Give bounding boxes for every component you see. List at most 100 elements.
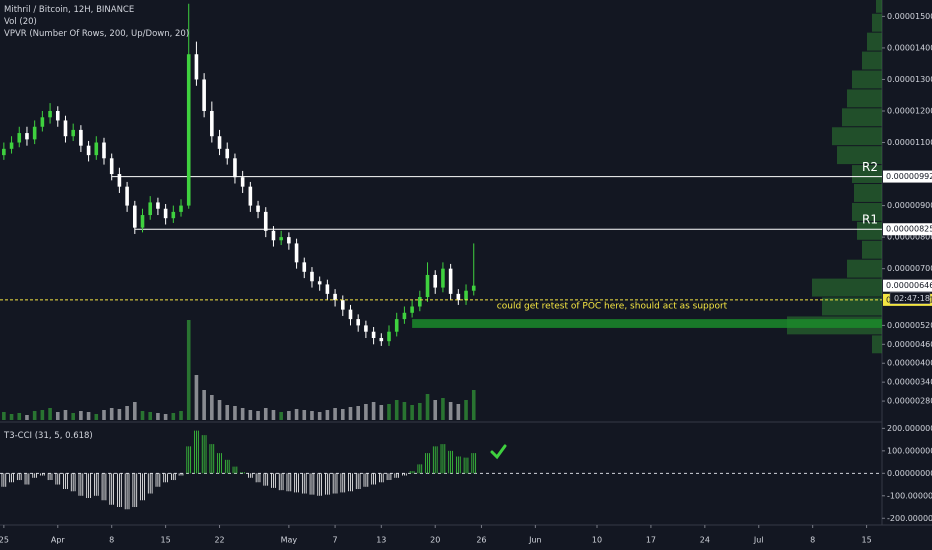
candle-body <box>186 54 191 206</box>
candle-body <box>387 331 391 342</box>
time-tick-label: 25 <box>0 536 9 545</box>
time-tick-label: 20 <box>430 536 440 545</box>
support-zone <box>412 319 882 328</box>
cci-tick-label: -200.00000000 <box>887 514 932 523</box>
volume-profile-row <box>847 89 882 108</box>
volume-bar <box>102 410 106 420</box>
candle-body <box>448 268 453 294</box>
candle-body <box>340 300 345 310</box>
volume-bar <box>55 412 60 420</box>
volume-bar <box>287 411 291 420</box>
volume-bar <box>441 398 445 420</box>
candle-body <box>233 158 237 178</box>
volume-bar <box>133 402 137 420</box>
volume-bar <box>310 411 314 420</box>
volume-bar <box>140 411 145 420</box>
volume-bar <box>32 411 37 420</box>
volume-bar <box>86 412 91 420</box>
candle-body <box>210 110 214 137</box>
candle-body <box>156 202 160 209</box>
candle-body <box>348 309 353 320</box>
price-tick-label: 0.00000400 <box>887 359 932 368</box>
volume-profile-row <box>872 13 882 32</box>
volume-bar <box>364 404 368 420</box>
volume-bar <box>125 406 129 420</box>
candle-body <box>48 110 52 118</box>
countdown-box <box>889 292 931 304</box>
candle-body <box>279 237 283 241</box>
candle-body <box>364 325 368 332</box>
candle-body <box>394 319 399 332</box>
time-tick-label: 10 <box>592 536 602 545</box>
symbol-title: Mithril / Bitcoin, 12H, BINANCE <box>4 5 134 15</box>
volume-profile-row <box>852 202 882 221</box>
candle-body <box>17 133 22 143</box>
volume-bar <box>333 408 337 420</box>
time-tick-label: 15 <box>862 536 872 545</box>
price-marker-box <box>883 223 932 236</box>
volume-bar <box>464 400 468 420</box>
candle-body <box>71 129 75 137</box>
volume-profile-row <box>832 127 882 146</box>
candle-body <box>55 110 60 121</box>
price-tick-label: 0.00000460 <box>887 340 932 349</box>
candle-body <box>40 117 45 127</box>
volume-bar <box>348 407 353 420</box>
candle-body <box>471 285 476 291</box>
price-tick-label: 0.00001500 <box>887 12 932 21</box>
volume-bar <box>356 406 360 420</box>
candle-body <box>125 186 129 206</box>
volume-profile-row <box>872 335 882 354</box>
candle-body <box>163 208 168 219</box>
cci-title: T3-CCI (31, 5, 0.618) <box>3 431 93 441</box>
candle-body <box>371 331 376 339</box>
volume-bar <box>210 395 214 420</box>
time-tick-label: Jul <box>753 536 764 545</box>
candle-body <box>310 271 314 282</box>
volume-profile-row <box>867 32 882 51</box>
time-tick-label: 26 <box>476 536 486 545</box>
vpvr-title: VPVR (Number Of Rows, 200, Up/Down, 20) <box>4 29 189 39</box>
volume-bar <box>387 404 391 420</box>
candle-body <box>441 268 445 288</box>
volume-bar <box>279 412 283 420</box>
volume-bar <box>394 400 399 420</box>
volume-bar <box>456 404 461 420</box>
time-tick-label: 8 <box>109 536 114 545</box>
cci-tick-label: -100.00000000 <box>887 491 932 500</box>
candle-body <box>256 205 260 212</box>
candle-body <box>425 274 430 298</box>
price-marker-label: 0.00000992 <box>886 172 932 181</box>
candle-body <box>464 290 468 301</box>
volume-profile-row <box>852 165 882 184</box>
volume-bar <box>248 410 253 420</box>
resistance-name: R2 <box>862 160 878 174</box>
volume-bar <box>194 375 199 420</box>
candle-body <box>240 177 245 187</box>
volume-profile-row <box>854 184 882 202</box>
resistance-name: R1 <box>862 213 878 227</box>
volume-bar <box>94 414 99 420</box>
volume-bar <box>402 402 407 420</box>
volume-profile-row <box>857 221 882 240</box>
volume-profile-row <box>822 297 882 316</box>
candle-body <box>25 133 29 140</box>
time-tick-label: 17 <box>646 536 656 545</box>
time-tick-label: Apr <box>51 536 66 545</box>
volume-bar <box>294 409 299 420</box>
candle-body <box>402 312 407 320</box>
volume-bar <box>117 409 122 420</box>
candle-body <box>102 142 106 159</box>
volume-bar <box>79 411 83 420</box>
candle-body <box>356 319 360 326</box>
volume-bar <box>379 405 384 420</box>
countdown-label: 02:47:18 <box>894 294 930 303</box>
volume-bar <box>233 406 237 420</box>
cci-tick-label: 100.00000000 <box>887 446 932 455</box>
candle-body <box>2 148 6 156</box>
candle-body <box>410 306 414 313</box>
candle-body <box>433 274 438 288</box>
volume-bar <box>202 390 206 420</box>
candle-body <box>302 262 307 272</box>
